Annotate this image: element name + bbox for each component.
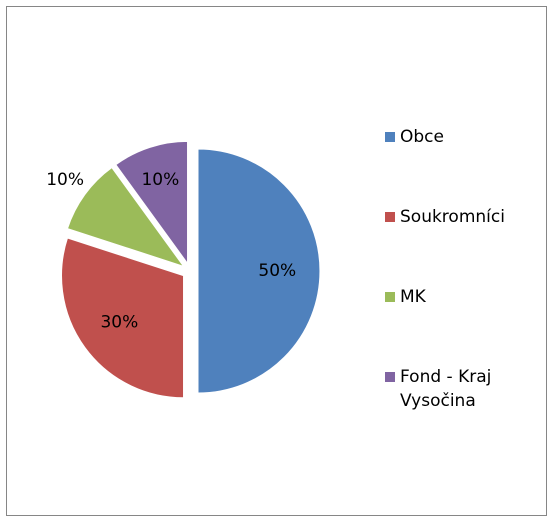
data-label: 30%	[100, 312, 138, 332]
data-label: 10%	[141, 170, 179, 190]
pie-slice	[61, 237, 185, 399]
legend-label: Obce	[400, 127, 444, 147]
legend-swatch	[385, 372, 395, 382]
chart-border	[6, 6, 547, 516]
legend-item: Obce	[385, 125, 535, 149]
data-label: 50%	[258, 261, 296, 281]
pie-slice	[197, 148, 321, 394]
pie-slice	[115, 140, 189, 265]
legend-swatch	[385, 132, 395, 142]
legend-label: MK	[400, 287, 426, 307]
legend-label: Fond - Kraj Vysočina	[400, 367, 492, 411]
pie-slice	[66, 166, 185, 268]
legend-item: Fond - Kraj Vysočina	[385, 365, 535, 413]
legend-item: Soukromníci	[385, 205, 535, 229]
data-label: 10%	[46, 170, 84, 190]
legend-label: Soukromníci	[400, 207, 505, 227]
legend-item: MK	[385, 285, 535, 309]
legend-swatch	[385, 292, 395, 302]
legend-swatch	[385, 212, 395, 222]
